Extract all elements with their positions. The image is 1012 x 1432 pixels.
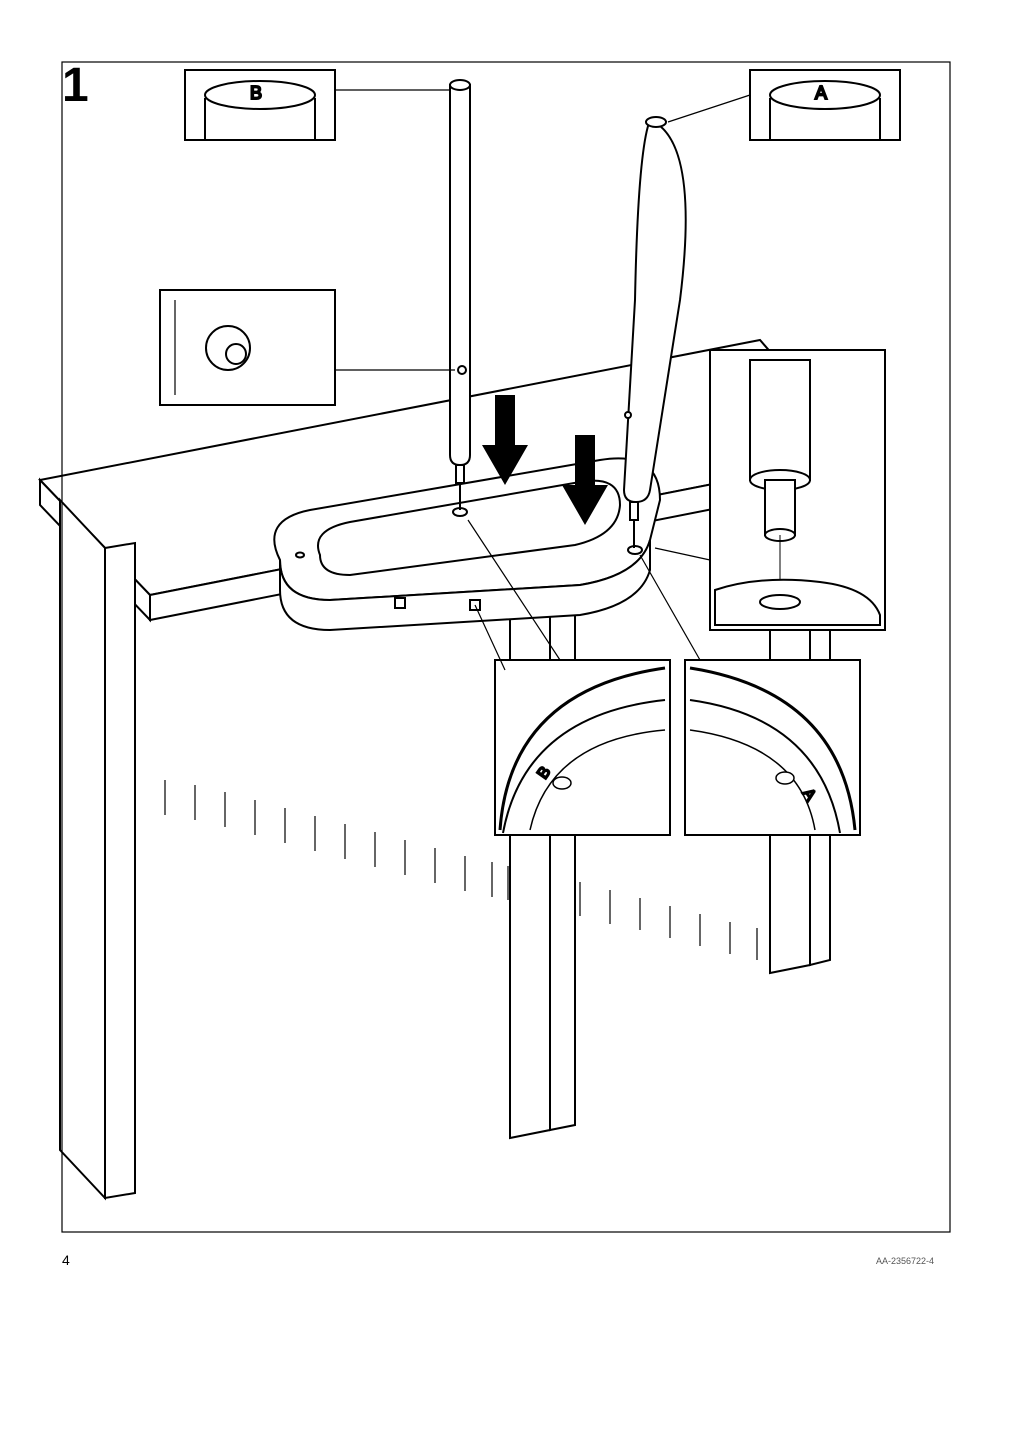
label-a-top: A [815,83,827,103]
assembly-illustration: B A [0,0,1012,1432]
page-number: 4 [62,1252,70,1268]
doc-code: AA-2356722-4 [876,1256,934,1266]
pole-b [450,80,470,510]
page: 1 [0,0,1012,1432]
label-b-top: B [250,83,262,103]
